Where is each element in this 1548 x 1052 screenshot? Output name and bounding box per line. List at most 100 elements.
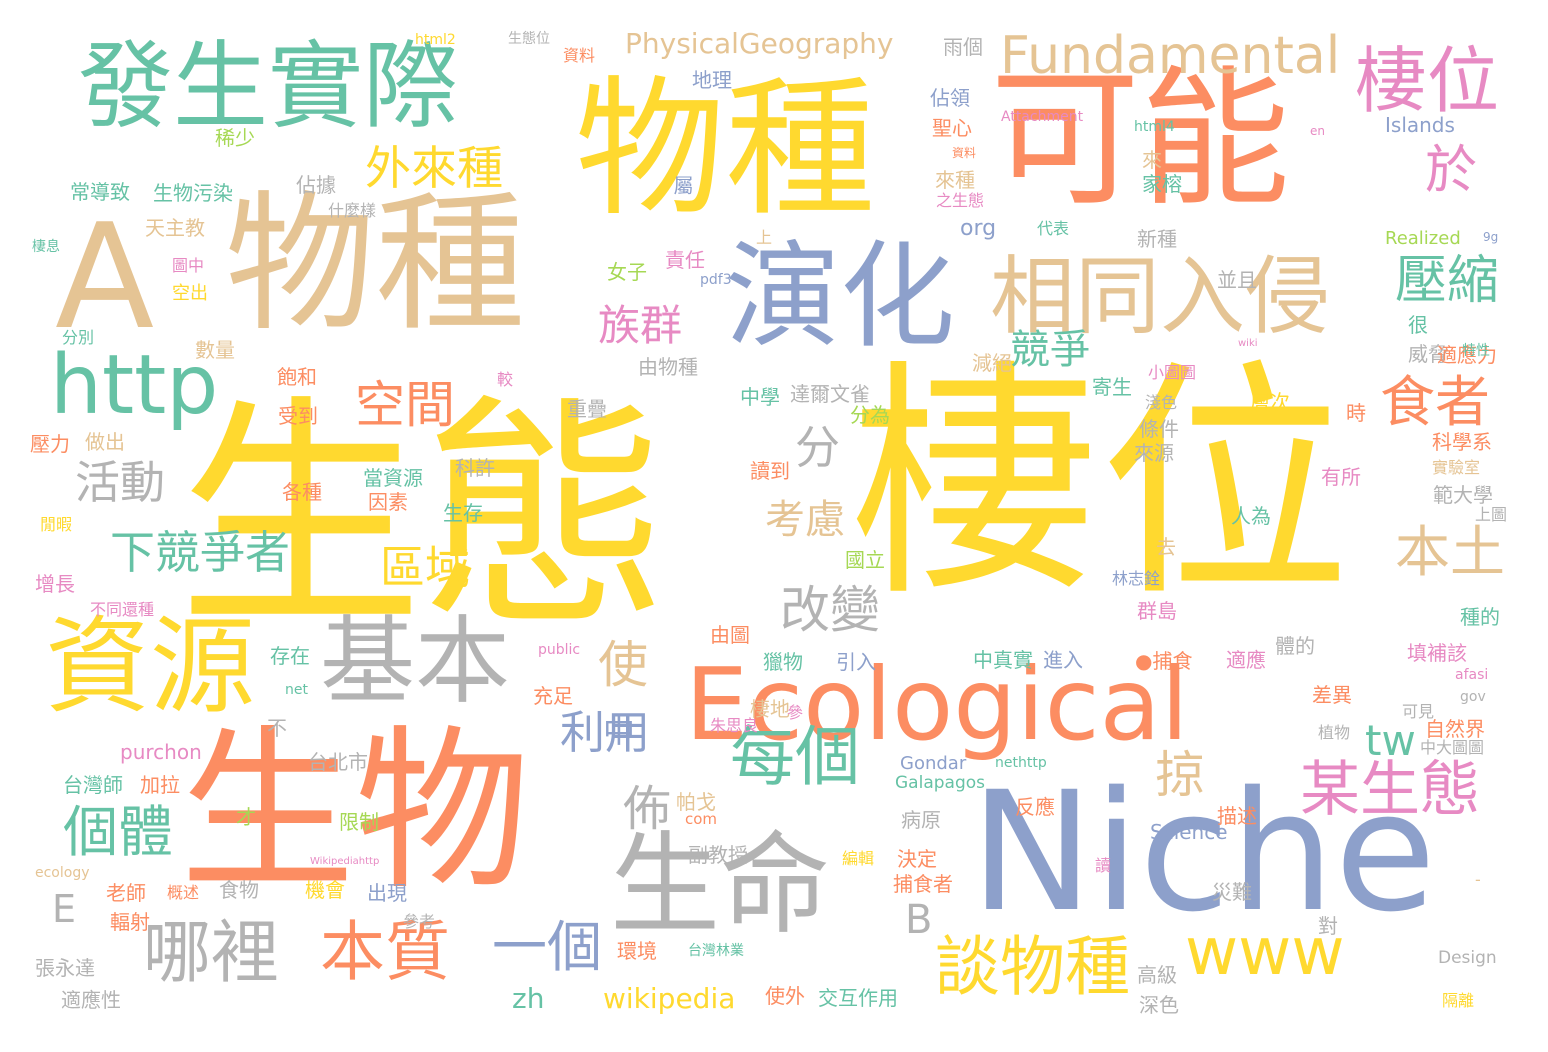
word-61: ecology	[35, 865, 90, 881]
word-79: 常導致	[70, 180, 130, 204]
word-34: 中	[603, 712, 636, 750]
word-187: 高級	[1137, 963, 1177, 987]
word-135: 國立	[845, 548, 885, 572]
word-156: 植物	[1318, 723, 1351, 742]
word-77: 聖心	[932, 116, 972, 140]
word-39: 某生態	[1300, 755, 1480, 825]
word-68: Wikipediahttp	[310, 856, 380, 867]
word-48: zh	[512, 982, 545, 1015]
word-136: 去	[1156, 535, 1176, 559]
word-72: en	[1310, 124, 1325, 138]
word-31: 本土	[1395, 520, 1506, 584]
word-38: 掠	[1155, 746, 1205, 804]
word-129: 範大學	[1433, 483, 1493, 507]
word-125: 各種	[282, 480, 322, 504]
word-148: 適應	[1226, 648, 1266, 672]
word-166: 描述	[1217, 804, 1257, 828]
word-64: html4	[1134, 119, 1175, 135]
word-70: gov	[1460, 689, 1486, 705]
word-66: pdf3	[700, 272, 732, 288]
word-110: 小圖圖	[1148, 363, 1197, 382]
word-162: 台灣師	[63, 773, 123, 797]
word-177: 食物	[219, 878, 259, 902]
word-165: 反應	[1015, 795, 1055, 819]
word-24: 競爭	[1010, 327, 1090, 373]
word-23: 族群	[598, 301, 683, 350]
word-154: 參	[787, 703, 804, 722]
word-163: 加拉	[140, 773, 180, 797]
word-1: 棲位	[850, 339, 1350, 630]
word-35: 利用	[560, 706, 651, 759]
word-54: Galapagos	[895, 773, 985, 793]
word-29: 下競爭者	[110, 526, 291, 579]
word-85: 責任	[665, 248, 705, 272]
word-160: 朱思良	[710, 716, 759, 735]
word-134: 增長	[35, 572, 75, 596]
word-114: 做出	[85, 430, 125, 454]
word-97: 家榕	[1142, 172, 1182, 196]
word-25: 空間	[355, 376, 455, 434]
word-99: 代表	[1037, 219, 1070, 238]
word-80: 生物污染	[153, 181, 233, 205]
word-191: 深色	[1139, 993, 1179, 1017]
word-0: 生態	[178, 375, 668, 660]
word-140: 種的	[1460, 605, 1500, 629]
word-46: 一個	[492, 915, 603, 979]
word-98: 來	[1142, 148, 1162, 172]
word-115: 壓力	[30, 432, 70, 456]
word-131: 生存	[443, 501, 483, 525]
word-74: 雨個	[943, 35, 983, 59]
word-21: 壓縮	[1395, 251, 1500, 311]
word-3: 物種	[225, 178, 526, 352]
word-15: http	[50, 338, 219, 433]
word-17: Fundamental	[1000, 26, 1341, 86]
word-111: 中學	[740, 385, 780, 409]
word-26: 分	[795, 421, 841, 474]
word-36: tw	[1365, 716, 1416, 765]
word-118: 時	[1346, 401, 1366, 425]
word-101: 上	[756, 228, 773, 247]
word-41: 個體	[63, 800, 174, 864]
word-146: 進入	[1043, 648, 1083, 672]
word-63: Attachment	[1001, 109, 1084, 125]
word-8: Ecological	[685, 646, 1189, 763]
word-120: 來源	[1134, 441, 1174, 465]
word-161: 台北市	[308, 750, 368, 774]
word-196: 資料	[952, 146, 977, 160]
word-32: 改變	[780, 581, 880, 639]
word-133: 上圖	[1475, 505, 1508, 524]
word-193: 資料	[563, 46, 596, 65]
word-158: 中大圖圖	[1420, 738, 1485, 757]
word-183: 對	[1318, 914, 1338, 938]
word-71: wiki	[1238, 338, 1258, 349]
word-194: 生態位	[508, 31, 550, 47]
word-143: 獵物	[763, 650, 803, 674]
word-84: 女子	[607, 260, 647, 284]
word-9: 演化	[725, 230, 956, 364]
word-132: 人為	[1231, 504, 1271, 528]
word-33: 使	[598, 636, 648, 694]
word-175: 老師	[106, 881, 146, 905]
word-130: 閒暇	[40, 515, 73, 534]
word-106: 特性	[1462, 343, 1490, 359]
word-7: A	[55, 193, 155, 362]
word-164: 帕戈	[676, 790, 716, 814]
word-13: 發生實際	[78, 32, 459, 142]
word-181: 參考	[403, 912, 436, 931]
word-168: 限制	[339, 810, 379, 834]
word-75: 地理	[692, 68, 732, 92]
word-69: afasi	[1455, 667, 1489, 683]
word-188: 適應性	[61, 988, 121, 1012]
word-182: 災難	[1212, 880, 1252, 904]
word-59: com	[685, 810, 718, 828]
word-37: 每個	[730, 720, 861, 795]
word-42: E	[52, 887, 77, 931]
word-58: purchon	[120, 740, 202, 764]
word-88: 空出	[172, 283, 208, 304]
word-153: 不	[267, 716, 287, 740]
word-138: 林志銓	[1112, 569, 1161, 588]
word-121: 科學系	[1432, 430, 1492, 454]
word-127: 因素	[368, 490, 408, 514]
word-49: wikipedia	[603, 982, 736, 1015]
